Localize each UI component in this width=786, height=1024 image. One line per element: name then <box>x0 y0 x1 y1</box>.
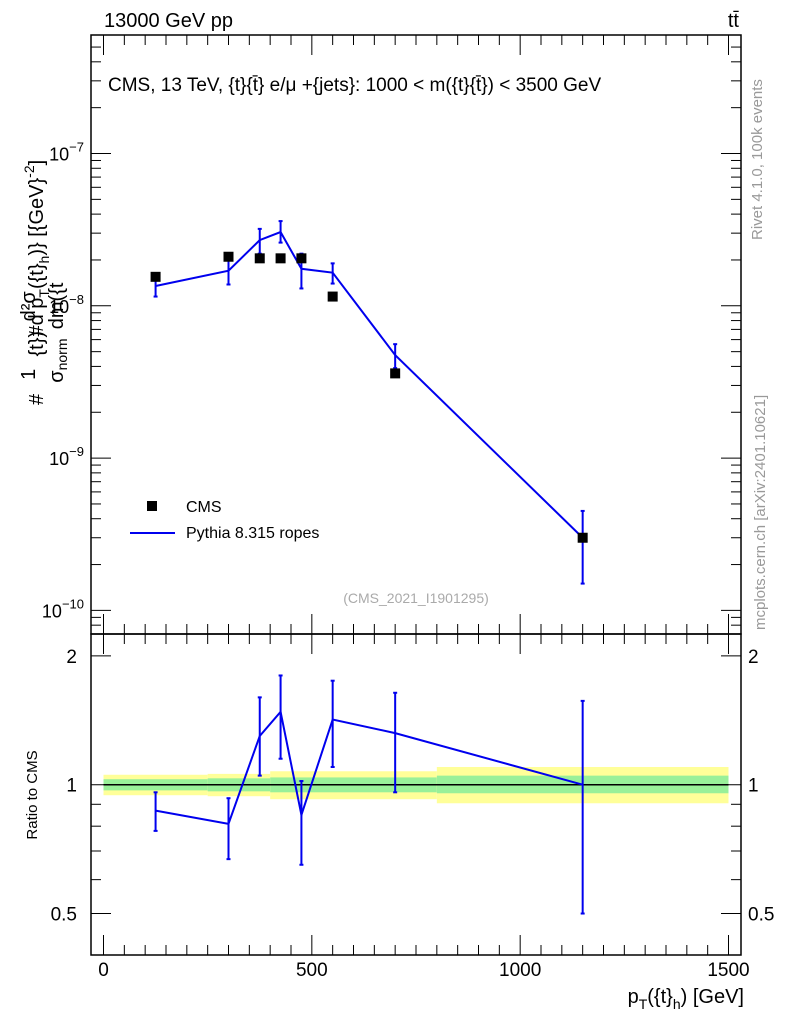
cms-point <box>327 291 338 302</box>
ratio-ticks: 0 500 1000 1500 0.5 0.5 1 1 2 2 <box>51 634 774 981</box>
cms-point <box>275 253 286 264</box>
analysis-id: (CMS_2021_I1901295) <box>343 590 489 606</box>
main-ticks: 10−10 10−9 10−8 10−7 <box>42 34 741 634</box>
x-tick-label: 0 <box>98 960 109 981</box>
cms-point <box>223 251 234 262</box>
cms-point <box>296 253 307 264</box>
y-tick-label: 10−10 <box>42 596 84 621</box>
pythia-line <box>155 230 584 539</box>
y-tick-label: 10−9 <box>49 444 84 469</box>
main-frame <box>90 34 742 635</box>
ratio-y-tick-label-right: 0.5 <box>748 905 774 926</box>
cms-point <box>577 532 588 543</box>
x-tick-label: 500 <box>296 960 328 981</box>
cms-point <box>390 368 401 379</box>
cms-point <box>254 253 265 264</box>
ratio-y-tick-label: 1 <box>66 776 77 797</box>
ratio-panel: 0 500 1000 1500 0.5 0.5 1 1 2 2 Ratio to CMS <box>24 633 774 981</box>
x-axis-label: pT({t}h) [GeV] <box>628 986 744 1012</box>
header-left: 13000 GeV pp <box>104 10 233 32</box>
ratio-y-tick-label: 2 <box>66 647 77 668</box>
x-tick-label: 1000 <box>499 960 541 981</box>
cms-point <box>150 271 161 282</box>
rivet-label: Rivet 4.1.0, 100k events <box>749 79 766 240</box>
ratio-content <box>153 674 585 915</box>
main-panel: 10−10 10−9 10−8 10−7 CMS, 13 TeV, {t}{t̄} e… <box>18 34 742 635</box>
ratio-pythia-line <box>155 709 583 826</box>
y-tick-label: 10−7 <box>49 140 84 165</box>
mcplots-label: mcplots.cern.ch [arXiv:2401.10621] <box>752 395 769 630</box>
main-y-axis-label: #1 σnorm#d²σ dm({t{t}) d pT({t}h)} [{GeV}-… <box>18 160 70 405</box>
ratio-bands <box>103 766 729 804</box>
y-tick-label: 10−8 <box>49 292 84 317</box>
ratio-y-tick-label-right: 1 <box>748 776 759 797</box>
ratio-y-axis-label: Ratio to CMS <box>24 750 41 839</box>
main-content <box>150 220 588 585</box>
ratio-y-tick-label-right: 2 <box>748 647 759 668</box>
legend-label-pythia: Pythia 8.315 ropes <box>186 525 319 542</box>
ratio-y-tick-label: 0.5 <box>51 905 77 926</box>
legend: CMS Pythia 8.315 ropes <box>130 499 319 542</box>
chart-title: CMS, 13 TeV, {t}{t̄} e/μ +{jets}: 1000 <… <box>108 75 601 96</box>
legend-label-cms: CMS <box>186 499 222 516</box>
header-right: tt̄ <box>728 10 740 32</box>
legend-marker-cms <box>147 501 157 511</box>
x-tick-label: 1500 <box>707 960 749 981</box>
